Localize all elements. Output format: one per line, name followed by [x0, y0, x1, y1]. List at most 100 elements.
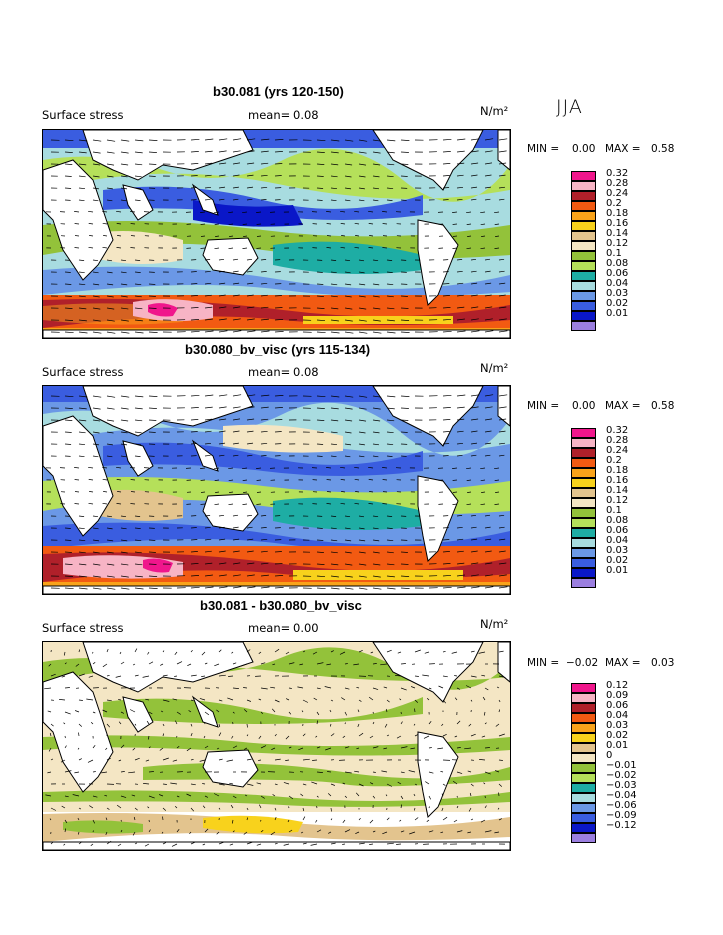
- wind-vector-arrow: [232, 318, 241, 321]
- legend-label: 0.28: [606, 435, 629, 446]
- wind-vector-arrow: [274, 699, 280, 703]
- wind-vector-arrow: [246, 841, 253, 845]
- wind-vector-arrow: [176, 711, 181, 715]
- wind-vector-arrow: [246, 574, 255, 577]
- wind-vector-arrow: [283, 843, 290, 846]
- wind-vector-arrow: [498, 418, 507, 421]
- wind-vector-arrow: [498, 294, 506, 297]
- wind-vector-arrow: [386, 259, 393, 261]
- wind-vector-arrow: [256, 467, 262, 469]
- legend-swatch: [571, 181, 596, 191]
- wind-vector-arrow: [470, 514, 477, 517]
- wind-vector-arrow: [246, 514, 253, 517]
- wind-vector-arrow: [456, 306, 465, 309]
- wind-vector-arrow: [232, 454, 239, 457]
- wind-vector-arrow: [272, 663, 276, 666]
- wind-vector-arrow: [134, 551, 142, 554]
- wind-vector-arrow: [103, 235, 108, 237]
- wind-vector-arrow: [134, 319, 143, 322]
- panel-1-continents: [43, 130, 510, 338]
- wind-vector-arrow: [260, 527, 267, 529]
- wind-vector-arrow: [481, 235, 486, 237]
- wind-vector-arrow: [246, 442, 254, 445]
- wind-vector-arrow: [372, 721, 375, 725]
- wind-vector-arrow: [243, 831, 248, 835]
- wind-vector-arrow: [372, 830, 376, 833]
- wind-vector-arrow: [382, 479, 388, 481]
- wind-vector-arrow: [106, 840, 112, 845]
- wind-vector-arrow: [384, 723, 388, 728]
- wind-vector-arrow: [218, 841, 224, 845]
- wind-vector-arrow: [106, 648, 109, 653]
- wind-vector-arrow: [358, 817, 361, 821]
- wind-vector-arrow: [246, 150, 255, 153]
- wind-vector-arrow: [399, 698, 402, 701]
- wind-vector-arrow: [386, 187, 394, 190]
- wind-vector-arrow: [480, 211, 486, 214]
- wind-vector-arrow: [372, 419, 381, 422]
- legend-label: 0.2: [606, 198, 622, 209]
- wind-vector-arrow: [470, 282, 478, 285]
- wind-vector-arrow: [316, 319, 326, 322]
- wind-vector-arrow: [246, 186, 254, 189]
- wind-vector-arrow: [218, 783, 225, 786]
- wind-vector-arrow: [74, 503, 80, 505]
- wind-vector-arrow: [302, 758, 310, 761]
- wind-vector-arrow: [174, 720, 178, 725]
- wind-vector-arrow: [468, 723, 472, 727]
- wind-vector-arrow: [128, 771, 136, 774]
- wind-vector-arrow: [470, 258, 477, 261]
- wind-vector-arrow: [243, 235, 248, 237]
- legend-label: 0.12: [606, 495, 629, 506]
- wind-vector-arrow: [106, 563, 115, 566]
- wind-vector-arrow: [92, 331, 102, 334]
- wind-vector-arrow: [202, 805, 206, 809]
- wind-vector-arrow: [399, 819, 402, 822]
- wind-vector-arrow: [133, 816, 136, 821]
- wind-vector-arrow: [470, 330, 480, 333]
- wind-vector-arrow: [339, 651, 346, 655]
- wind-vector-arrow: [229, 235, 234, 237]
- wind-vector-arrow: [470, 538, 478, 541]
- wind-vector-arrow: [386, 783, 393, 787]
- wind-vector-arrow: [120, 819, 122, 822]
- wind-vector-arrow: [274, 139, 284, 141]
- wind-vector-arrow: [78, 515, 85, 517]
- legend-label: −0.06: [606, 800, 637, 811]
- wind-vector-arrow: [148, 175, 156, 177]
- wind-vector-arrow: [116, 247, 122, 249]
- legend-label: 0.16: [606, 475, 629, 486]
- wind-vector-arrow: [316, 746, 321, 749]
- wind-vector-arrow: [498, 818, 502, 821]
- legend-label: 0.06: [606, 268, 629, 279]
- wind-vector-arrow: [227, 697, 234, 701]
- panel-3-max-label: MAX =: [605, 657, 641, 669]
- wind-vector-arrow: [274, 295, 282, 297]
- wind-vector-arrow: [330, 331, 340, 334]
- wind-vector-arrow: [358, 587, 368, 590]
- wind-vector-arrow: [456, 150, 465, 153]
- wind-vector-arrow: [456, 795, 458, 798]
- legend-swatch: [571, 823, 596, 833]
- wind-vector-arrow: [326, 211, 332, 213]
- wind-vector-arrow: [92, 443, 100, 446]
- wind-vector-arrow: [484, 574, 493, 577]
- panel-3-units: N/m²: [480, 617, 509, 631]
- wind-vector-arrow: [64, 175, 72, 177]
- wind-vector-arrow: [428, 771, 434, 774]
- wind-vector-arrow: [134, 271, 141, 273]
- wind-vector-arrow: [272, 794, 276, 797]
- wind-vector-arrow: [232, 574, 241, 577]
- wind-vector-arrow: [498, 574, 507, 577]
- panel-3-title: b30.081 - b30.080_bv_visc: [200, 598, 362, 613]
- wind-vector-arrow: [92, 744, 96, 749]
- wind-vector-arrow: [386, 407, 395, 410]
- wind-vector-arrow: [456, 294, 464, 297]
- wind-vector-arrow: [204, 418, 213, 421]
- wind-vector-arrow: [456, 282, 464, 285]
- legend-label: 0.14: [606, 485, 629, 496]
- wind-vector-arrow: [260, 430, 268, 433]
- wind-vector-arrow: [92, 551, 100, 554]
- wind-vector-arrow: [202, 783, 206, 785]
- wind-vector-arrow: [498, 318, 507, 321]
